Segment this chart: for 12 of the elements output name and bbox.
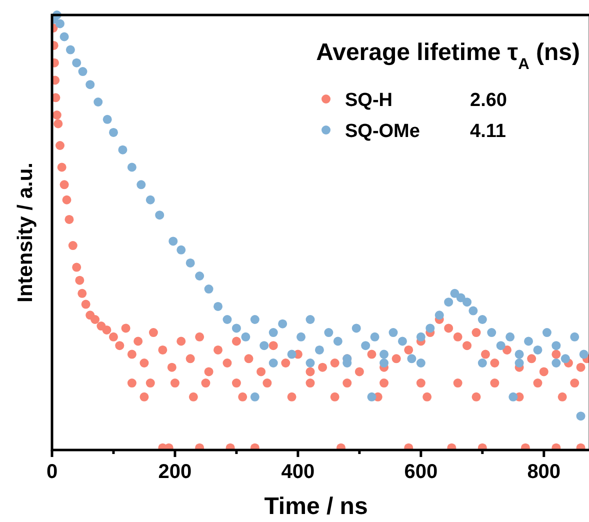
y-axis-title: Intensity / a.u. [14, 162, 37, 303]
annotation: 2.60 [470, 90, 507, 111]
x-tick-label: 0 [46, 461, 58, 483]
x-axis-title: Time / ns [264, 493, 368, 520]
x-tick-label: 400 [281, 461, 315, 483]
legend-title: Average lifetime τ$_{A}$ (ns) [316, 39, 580, 72]
legend-label: SQ-H [345, 90, 392, 111]
x-tick-label: 600 [404, 461, 438, 483]
legend-label: SQ-OMe [345, 121, 420, 142]
annotation: 4.11 [470, 121, 506, 142]
x-tick-label: 800 [527, 461, 561, 483]
x-tick-label: 200 [158, 461, 192, 483]
